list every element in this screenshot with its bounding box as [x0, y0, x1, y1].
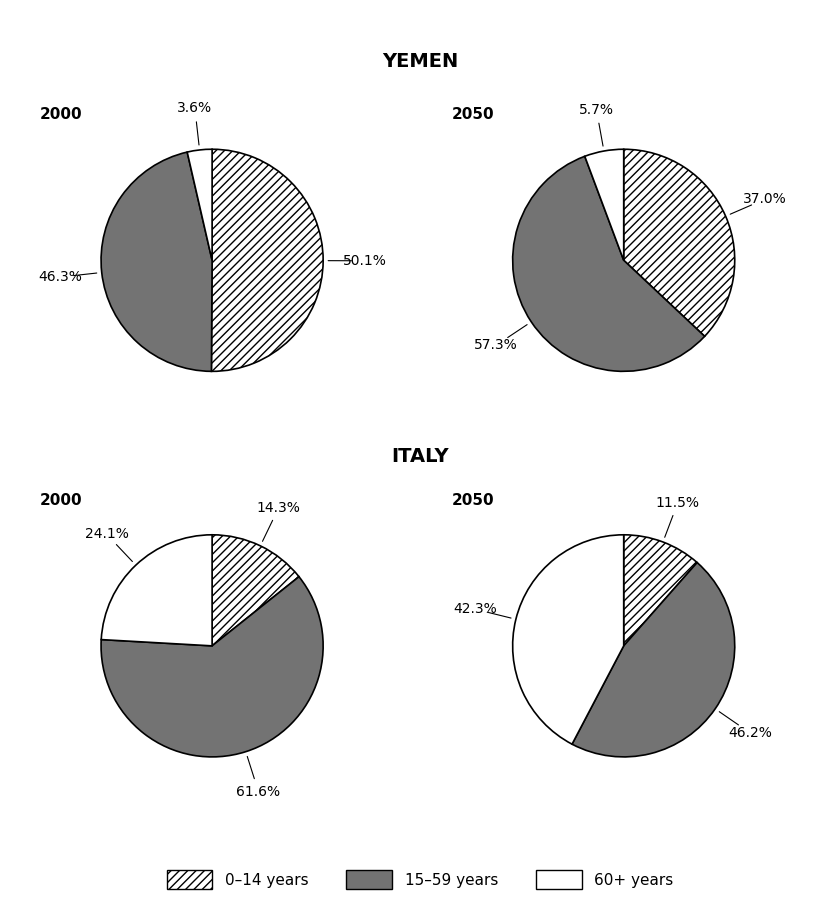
- Wedge shape: [623, 535, 697, 646]
- Legend: 0–14 years, 15–59 years, 60+ years: 0–14 years, 15–59 years, 60+ years: [159, 863, 681, 897]
- Text: YEMEN: YEMEN: [382, 52, 458, 71]
- Wedge shape: [102, 535, 213, 646]
- Text: 37.0%: 37.0%: [743, 193, 786, 207]
- Text: 2000: 2000: [40, 493, 82, 508]
- Text: 3.6%: 3.6%: [177, 101, 213, 115]
- Text: 46.3%: 46.3%: [38, 270, 81, 284]
- Wedge shape: [212, 150, 323, 372]
- Text: 61.6%: 61.6%: [237, 785, 281, 799]
- Text: 2050: 2050: [452, 493, 494, 508]
- Text: 50.1%: 50.1%: [344, 253, 387, 268]
- Text: 57.3%: 57.3%: [475, 338, 518, 353]
- Wedge shape: [572, 563, 735, 757]
- Wedge shape: [101, 577, 323, 757]
- Wedge shape: [585, 150, 624, 261]
- Text: 14.3%: 14.3%: [257, 501, 301, 515]
- Text: 11.5%: 11.5%: [656, 496, 700, 509]
- Text: 24.1%: 24.1%: [85, 528, 129, 542]
- Wedge shape: [101, 152, 213, 372]
- Wedge shape: [512, 535, 624, 744]
- Text: 5.7%: 5.7%: [579, 103, 614, 117]
- Wedge shape: [212, 535, 299, 646]
- Text: 42.3%: 42.3%: [453, 602, 496, 616]
- Wedge shape: [623, 150, 735, 336]
- Wedge shape: [512, 156, 705, 372]
- Text: ITALY: ITALY: [391, 447, 449, 465]
- Text: 46.2%: 46.2%: [728, 726, 772, 740]
- Text: 2050: 2050: [452, 107, 494, 122]
- Text: 2000: 2000: [40, 107, 82, 122]
- Wedge shape: [187, 150, 213, 261]
